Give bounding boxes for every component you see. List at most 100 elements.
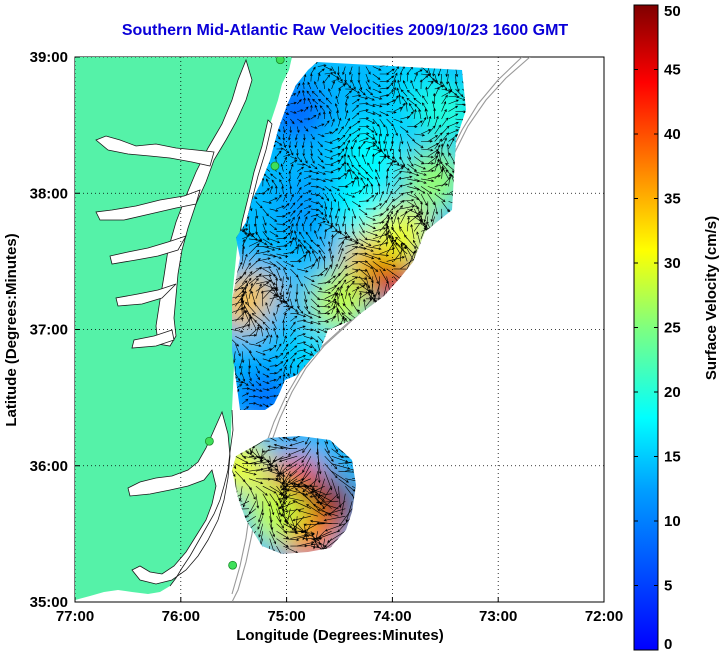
velocity-arrow (255, 250, 271, 255)
velocity-arrow (345, 81, 352, 89)
velocity-arrow (269, 185, 273, 194)
velocity-arrow (303, 523, 309, 542)
velocity-arrow (386, 126, 389, 137)
velocity-arrow (324, 178, 334, 182)
velocity-arrow (242, 381, 249, 386)
velocity-arrow (287, 470, 305, 484)
velocity-arrow (314, 81, 319, 90)
velocity-arrow (391, 239, 401, 255)
velocity-arrow (331, 152, 341, 157)
velocity-arrow (388, 235, 401, 247)
velocity-arrow (365, 126, 375, 133)
velocity-arrow (348, 168, 353, 179)
velocity-arrow (279, 283, 284, 296)
y-tick-label: 39:00 (30, 49, 68, 66)
velocity-arrow (250, 290, 257, 307)
velocity-arrow (335, 208, 339, 219)
velocity-arrow (331, 441, 338, 453)
velocity-arrow (276, 133, 281, 140)
velocity-arrow (255, 266, 272, 270)
velocity-arrow (312, 471, 319, 491)
velocity-arrow (297, 166, 305, 172)
velocity-arrow (310, 141, 313, 149)
velocity-arrow (303, 163, 312, 169)
velocity-arrow (331, 223, 338, 232)
velocity-arrow (255, 485, 268, 496)
velocity-arrow (290, 202, 296, 210)
velocity-arrow (424, 108, 429, 120)
velocity-arrow (340, 493, 346, 516)
velocity-arrow (310, 328, 321, 333)
velocity-arrow (317, 208, 324, 216)
velocity-arrow (328, 500, 346, 516)
velocity-arrow (269, 378, 277, 382)
colorbar-tick-label: 40 (664, 126, 681, 143)
velocity-arrow (280, 501, 291, 517)
velocity-arrow (413, 156, 425, 164)
velocity-arrow (448, 81, 453, 93)
velocity-arrow (286, 508, 291, 525)
velocity-arrow (289, 126, 293, 134)
velocity-arrow (297, 341, 307, 345)
velocity-arrow (235, 336, 249, 343)
velocity-arrow (328, 241, 332, 254)
velocity-arrow (310, 66, 316, 75)
velocity-arrow (375, 176, 380, 187)
velocity-arrow (276, 361, 284, 367)
velocity-arrow (365, 111, 376, 115)
velocity-arrow (290, 268, 299, 278)
velocity-arrow (310, 283, 323, 290)
velocity-arrow (410, 79, 415, 90)
velocity-arrow (359, 132, 370, 135)
velocity-arrow (310, 530, 325, 546)
colorbar-label: Surface Velocity (cm/s) (703, 216, 720, 380)
velocity-arrow (255, 396, 263, 399)
velocity-arrow (325, 97, 332, 105)
velocity-arrow (262, 238, 273, 246)
velocity-arrow (255, 201, 263, 209)
velocity-arrow (317, 148, 323, 156)
velocity-arrow (420, 169, 435, 173)
velocity-arrow (324, 131, 333, 135)
velocity-arrow (365, 223, 376, 229)
velocity-arrow (375, 168, 380, 180)
velocity-arrow (297, 268, 309, 273)
velocity-arrow (338, 265, 348, 277)
velocity-arrow (365, 88, 374, 96)
velocity-arrow (317, 98, 325, 105)
velocity-arrow (379, 268, 389, 285)
velocity-arrow (310, 201, 319, 205)
velocity-arrow (351, 208, 356, 219)
velocity-arrow (338, 126, 344, 135)
velocity-arrow (303, 126, 309, 132)
velocity-arrow (295, 222, 299, 232)
velocity-arrow (338, 486, 342, 509)
velocity-arrow (299, 244, 305, 255)
velocity-arrow (232, 336, 240, 347)
velocity-arrow (307, 97, 312, 105)
velocity-arrow (372, 227, 387, 232)
colorbar-ticks: 0 5 10 15 20 25 30 35 40 45 50 (634, 3, 681, 653)
velocity-arrow (283, 343, 289, 352)
velocity-arrow (323, 508, 346, 516)
velocity-arrow (415, 88, 422, 97)
velocity-arrow (338, 163, 345, 172)
velocity-arrow (241, 373, 246, 382)
velocity-arrow (340, 292, 346, 307)
velocity-arrow (276, 523, 288, 534)
velocity-arrow (372, 126, 378, 137)
velocity-arrow (427, 135, 439, 142)
velocity-arrow (283, 148, 290, 154)
velocity-arrow (331, 80, 335, 90)
velocity-arrow (386, 210, 393, 225)
velocity-arrow (324, 66, 333, 71)
velocity-arrow (303, 97, 306, 105)
velocity-arrow (255, 388, 263, 392)
velocity-arrow (289, 440, 305, 447)
velocity-arrow (290, 159, 298, 165)
velocity-arrow (338, 173, 347, 180)
velocity-arrow (318, 89, 325, 97)
velocity-arrow (296, 203, 303, 210)
velocity-arrow (420, 139, 433, 143)
velocity-arrow (279, 178, 284, 187)
